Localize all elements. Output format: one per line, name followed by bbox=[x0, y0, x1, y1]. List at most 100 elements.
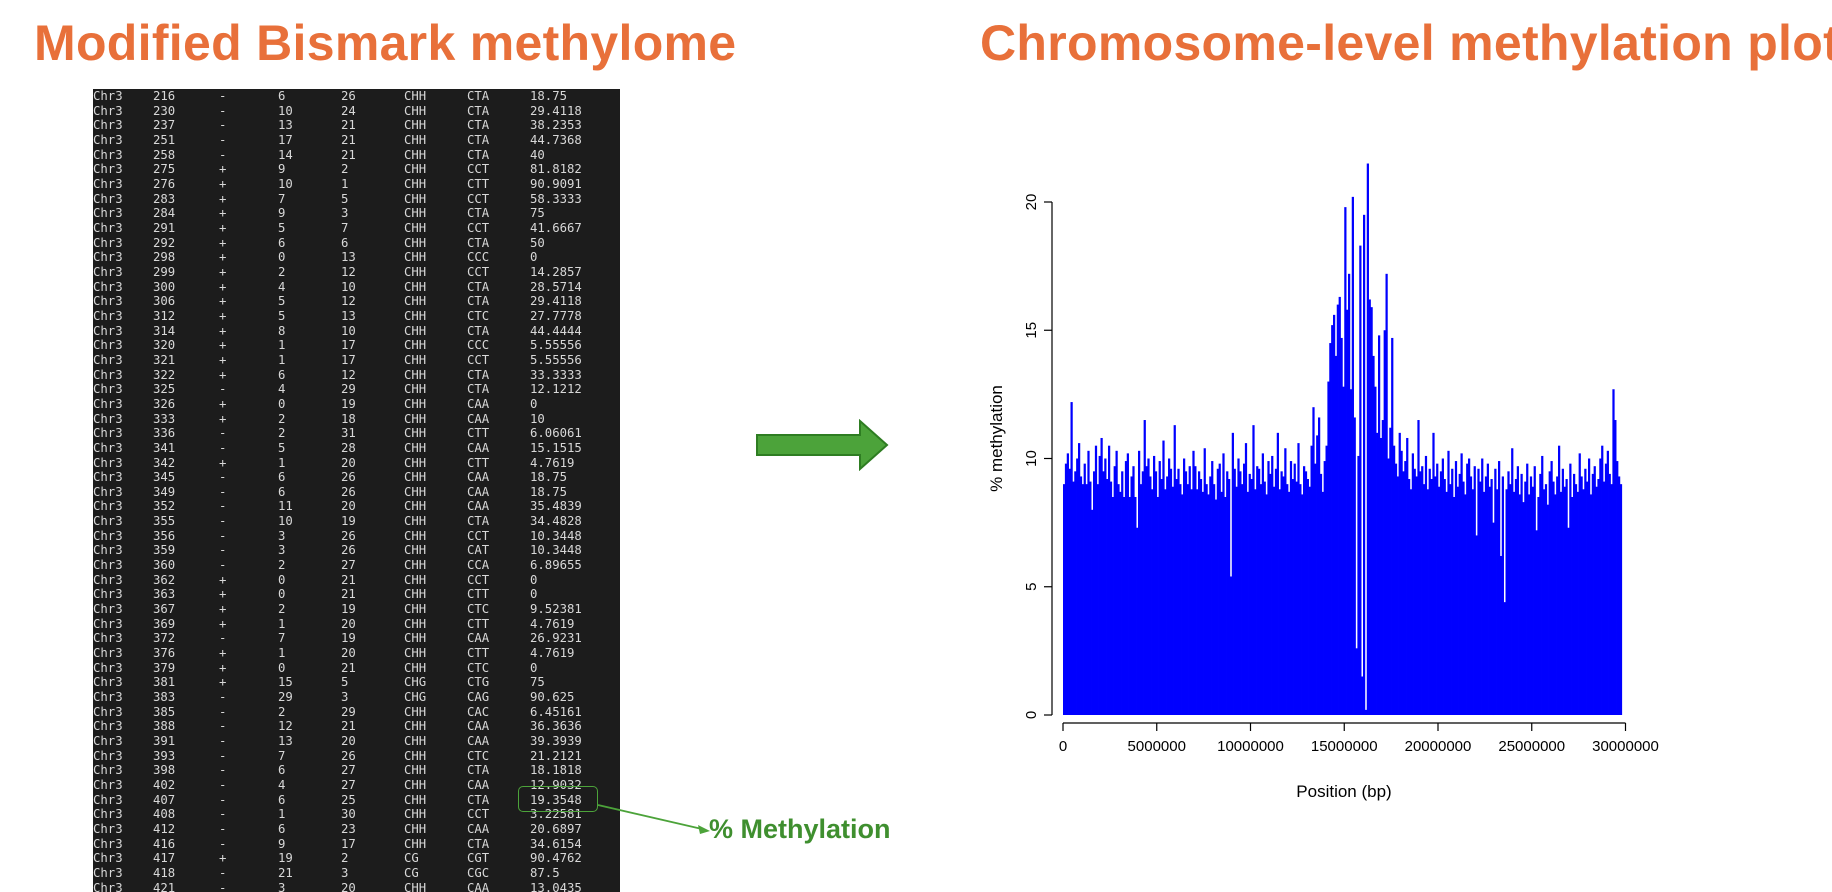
table-row: Chr3 360 - 2 27 CHH CCA 6.89655 bbox=[93, 558, 620, 573]
bar bbox=[1070, 402, 1073, 715]
table-cell: 9 bbox=[278, 206, 286, 221]
bar bbox=[1278, 489, 1281, 715]
right-arrow-icon bbox=[756, 419, 889, 471]
bar bbox=[1156, 496, 1159, 715]
table-cell: 421 bbox=[153, 880, 176, 892]
table-cell: - bbox=[219, 822, 227, 836]
table-cell: 20 bbox=[341, 646, 356, 661]
bar bbox=[1098, 455, 1101, 715]
bar bbox=[1443, 479, 1446, 715]
bar bbox=[1175, 479, 1178, 715]
table-cell: 3 bbox=[341, 865, 349, 880]
bar bbox=[1104, 458, 1107, 715]
table-row: Chr3 356 - 3 26 CHH CCT 10.3448 bbox=[93, 529, 620, 544]
bar bbox=[1524, 481, 1527, 715]
table-cell: - bbox=[219, 763, 227, 778]
table-cell: CTC bbox=[467, 748, 490, 763]
table-cell: 2 bbox=[278, 426, 286, 441]
table-cell: Chr3 bbox=[93, 646, 123, 661]
table-cell: 31 bbox=[341, 426, 356, 441]
table-cell: CHH bbox=[404, 308, 427, 323]
table-cell: CHH bbox=[404, 587, 427, 602]
y-tick-label: 20 bbox=[1023, 194, 1040, 211]
bar bbox=[1282, 476, 1285, 715]
table-cell: 359 bbox=[153, 543, 176, 558]
bar bbox=[1168, 458, 1171, 715]
table-row: Chr3 355 - 10 19 CHH CTA 34.4828 bbox=[93, 514, 620, 529]
table-cell: 258 bbox=[153, 147, 176, 162]
table-row: Chr3 388 - 12 21 CHH CAA 36.3636 bbox=[93, 719, 620, 734]
bar bbox=[1153, 455, 1156, 715]
bar bbox=[1541, 455, 1544, 715]
table-cell: CAA bbox=[467, 411, 490, 426]
table-cell: Chr3 bbox=[93, 338, 123, 353]
table-cell: - bbox=[219, 118, 227, 133]
table-cell: + bbox=[219, 851, 227, 866]
bar bbox=[1231, 432, 1234, 715]
table-cell: 5 bbox=[278, 440, 286, 455]
bar bbox=[1066, 453, 1069, 715]
bar bbox=[1117, 484, 1120, 715]
bar bbox=[1428, 468, 1431, 715]
table-cell: CHH bbox=[404, 704, 427, 719]
table-cell: 5 bbox=[278, 308, 286, 323]
table-cell: Chr3 bbox=[93, 294, 123, 309]
bar bbox=[1494, 468, 1497, 715]
bar bbox=[1063, 484, 1066, 715]
bar bbox=[1199, 479, 1203, 715]
methylation-chart: 0 5000000 10000000 15000000 20000000 25000000… bbox=[987, 163, 1659, 801]
table-cell: 2 bbox=[278, 411, 286, 426]
table-cell: Chr3 bbox=[93, 602, 123, 617]
bar bbox=[1220, 491, 1223, 715]
table-cell: 44.7368 bbox=[530, 132, 582, 147]
table-cell: CTA bbox=[467, 323, 490, 338]
table-cell: 13.0435 bbox=[530, 880, 582, 892]
table-cell: 0 bbox=[530, 587, 538, 602]
bar bbox=[1423, 484, 1426, 715]
methylome-title: Modified Bismark methylome bbox=[34, 15, 737, 71]
table-cell: 412 bbox=[153, 822, 176, 836]
table-cell: + bbox=[219, 294, 227, 309]
bar bbox=[1439, 471, 1443, 715]
table-cell: 0 bbox=[530, 660, 538, 675]
bar bbox=[1468, 458, 1471, 715]
bar bbox=[1556, 476, 1559, 715]
bar bbox=[1503, 602, 1506, 715]
table-cell: 322 bbox=[153, 367, 176, 382]
table-cell: 5 bbox=[278, 294, 286, 309]
table-row: Chr3 407 - 6 25 CHH CTA 19.3548 bbox=[93, 793, 620, 808]
table-cell: 26 bbox=[341, 470, 356, 485]
table-cell: CCA bbox=[467, 558, 490, 573]
table-row: Chr3 342 +1 20 CHH CTT 4.7619 bbox=[93, 456, 620, 471]
bar bbox=[1164, 489, 1167, 715]
bar bbox=[1576, 491, 1579, 715]
table-cell: CHH bbox=[404, 176, 427, 191]
table-row: Chr3 314 +8 10 CHH CTA 44.4444 bbox=[93, 324, 620, 339]
table-cell: 3 bbox=[278, 528, 286, 543]
table-cell: 7 bbox=[278, 748, 286, 763]
table-cell: 345 bbox=[153, 470, 176, 485]
table-cell: 418 bbox=[153, 865, 176, 880]
table-cell: 44.4444 bbox=[530, 323, 582, 338]
table-row: Chr3 421 - 3 20 CHH CAA 13.0435 bbox=[93, 881, 620, 892]
table-cell: 2 bbox=[278, 602, 286, 617]
table-cell: 10 bbox=[278, 176, 293, 191]
table-cell: Chr3 bbox=[93, 132, 123, 147]
bar bbox=[1316, 435, 1319, 715]
table-cell: 29 bbox=[341, 704, 356, 719]
bar bbox=[1179, 484, 1182, 715]
bar bbox=[1123, 496, 1126, 715]
table-cell: CAC bbox=[467, 704, 490, 719]
bar bbox=[1548, 471, 1551, 715]
table-cell: - bbox=[219, 382, 227, 397]
bar bbox=[1246, 491, 1249, 715]
table-cell: CHH bbox=[404, 147, 427, 162]
table-cell: Chr3 bbox=[93, 235, 123, 250]
bar bbox=[1391, 337, 1394, 715]
table-cell: 417 bbox=[153, 851, 176, 866]
x-tick-label: 20000000 bbox=[1405, 738, 1472, 755]
table-cell: CTT bbox=[467, 176, 490, 191]
table-cell: + bbox=[219, 308, 227, 323]
table-cell: 27 bbox=[341, 558, 356, 573]
table-row: Chr3 402 - 4 27 CHH CAA 12.9032 bbox=[93, 778, 620, 793]
